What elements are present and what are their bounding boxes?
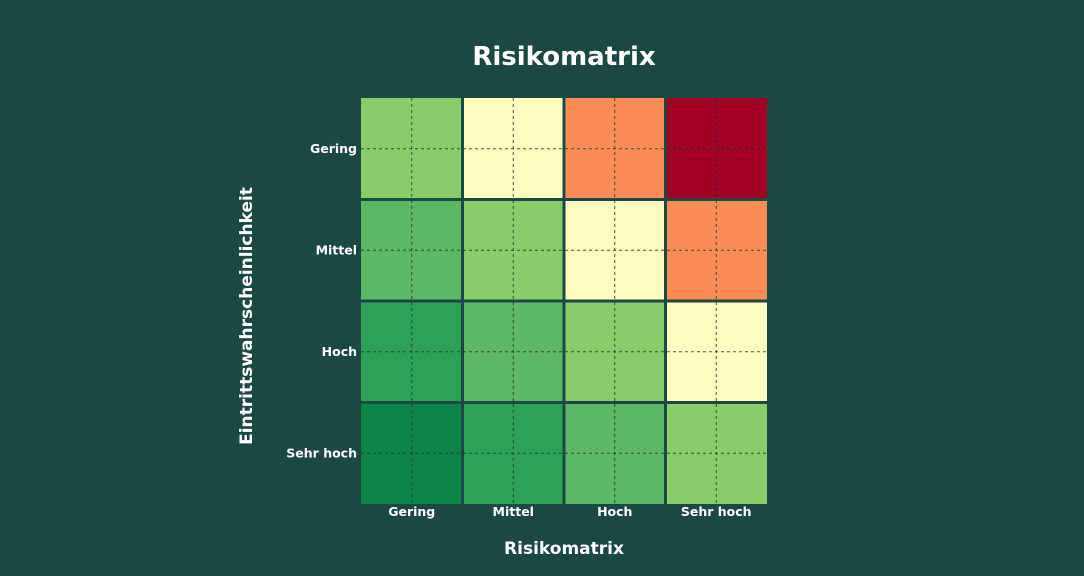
y-axis-ticks: Gering Mittel Hoch Sehr hoch [286,141,357,461]
heatmap-cell-r3-c0 [361,404,461,504]
x-tick-label: Hoch [597,504,632,519]
y-tick-label: Hoch [322,344,357,359]
x-tick-label: Mittel [493,504,534,519]
y-tick-label: Gering [310,141,357,156]
x-axis-title: Risikomatrix [504,539,624,559]
heatmap-cells [361,98,767,504]
y-tick-label: Mittel [316,242,357,257]
heatmap-cell-r0-c3 [667,98,767,198]
heatmap-cell-r0-c0 [361,98,461,198]
x-tick-label: Gering [388,504,435,519]
y-tick-label: Sehr hoch [286,445,357,460]
x-axis-ticks: Gering Mittel Hoch Sehr hoch [388,504,751,519]
chart-title: Risikomatrix [472,42,656,72]
heatmap-gridlines [361,98,767,504]
y-axis-title: Eintrittswahrscheinlichkeit [237,187,257,445]
heatmap-cell-r3-c3 [667,404,767,504]
x-tick-label: Sehr hoch [681,504,752,519]
